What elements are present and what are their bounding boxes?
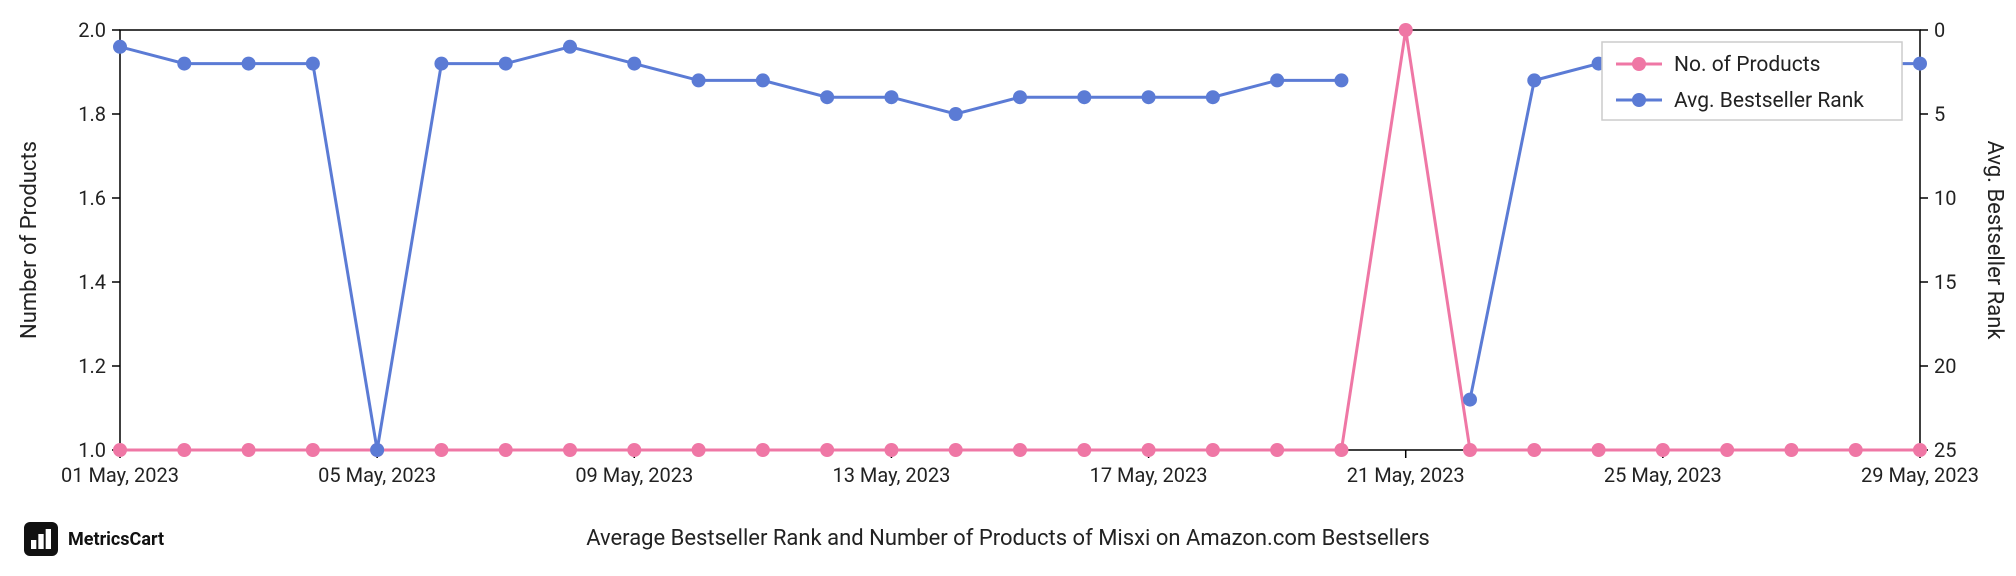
y-right-title: Avg. Bestseller Rank [1982, 141, 2007, 341]
x-tick-label: 05 May, 2023 [318, 463, 436, 487]
series-marker-products [884, 443, 898, 457]
series-marker-rank [563, 40, 577, 54]
series-marker-products [1399, 23, 1413, 37]
legend-marker [1632, 93, 1646, 107]
series-marker-rank [113, 40, 127, 54]
series-marker-products [177, 443, 191, 457]
brand-text: MetricsCart [68, 529, 164, 550]
series-marker-products [242, 443, 256, 457]
chart-svg: 01 May, 2023 05 May, 2023 09 May, 2023 13 M… [0, 0, 2016, 576]
legend: No. of Products Avg. Bestseller Rank [1602, 42, 1902, 120]
series-marker-products [820, 443, 834, 457]
series-marker-products [1849, 443, 1863, 457]
y-right-tick-label: 20 [1934, 354, 1956, 378]
x-tick-label: 13 May, 2023 [832, 463, 950, 487]
series-marker-rank [1206, 90, 1220, 104]
x-tick-label: 29 May, 2023 [1861, 463, 1979, 487]
series-marker-rank [1077, 90, 1091, 104]
series-marker-rank [499, 57, 513, 71]
y-right-tick-label: 5 [1934, 102, 1945, 126]
y-right-tick-label: 0 [1934, 18, 1945, 42]
series-marker-products [1913, 443, 1927, 457]
series-marker-rank [1463, 393, 1477, 407]
series-marker-products [1142, 443, 1156, 457]
series-marker-rank [1013, 90, 1027, 104]
y-left-title: Number of Products [17, 141, 42, 339]
series-marker-products [499, 443, 513, 457]
series-marker-rank [1913, 57, 1927, 71]
series-marker-rank [1270, 73, 1284, 87]
series-marker-products [434, 443, 448, 457]
series-marker-products [1463, 443, 1477, 457]
x-tick-label: 09 May, 2023 [575, 463, 693, 487]
series-marker-products [1206, 443, 1220, 457]
legend-marker [1632, 57, 1646, 71]
series-marker-products [1077, 443, 1091, 457]
chart-caption: Average Bestseller Rank and Number of Pr… [586, 526, 1430, 551]
y-left-tick-label: 1.0 [78, 438, 106, 462]
series-marker-rank [434, 57, 448, 71]
series-marker-rank [884, 90, 898, 104]
series-marker-rank [949, 107, 963, 121]
series-marker-products [563, 443, 577, 457]
y-right-tick-label: 25 [1934, 438, 1956, 462]
series-marker-products [1527, 443, 1541, 457]
brand-logo-bar [46, 529, 51, 549]
series-marker-products [306, 443, 320, 457]
chart-container: 01 May, 2023 05 May, 2023 09 May, 2023 13 M… [0, 0, 2016, 576]
series-marker-rank [306, 57, 320, 71]
series-marker-rank [1334, 73, 1348, 87]
series-marker-rank [756, 73, 770, 87]
legend-label: Avg. Bestseller Rank [1674, 89, 1864, 113]
x-tick-label: 17 May, 2023 [1090, 463, 1208, 487]
y-left-tick-label: 1.8 [78, 102, 106, 126]
series-marker-rank [370, 443, 384, 457]
y-left-tick-label: 2.0 [78, 18, 106, 42]
series-marker-products [692, 443, 706, 457]
y-left-tick-label: 1.2 [78, 354, 106, 378]
series-marker-products [949, 443, 963, 457]
series-marker-products [1270, 443, 1284, 457]
y-left-tick-label: 1.6 [78, 186, 106, 210]
series-marker-rank [1142, 90, 1156, 104]
y-left-tick-label: 1.4 [78, 270, 106, 294]
brand-logo-bar [38, 534, 43, 549]
y-right-tick-label: 15 [1934, 270, 1956, 294]
series-marker-rank [627, 57, 641, 71]
series-marker-products [1656, 443, 1670, 457]
series-marker-rank [820, 90, 834, 104]
x-tick-label: 25 May, 2023 [1604, 463, 1722, 487]
brand-logo-bar [31, 540, 36, 549]
x-tick-label: 01 May, 2023 [61, 463, 179, 487]
series-marker-products [1784, 443, 1798, 457]
series-marker-products [1720, 443, 1734, 457]
series-marker-products [1013, 443, 1027, 457]
series-marker-rank [177, 57, 191, 71]
x-tick-label: 21 May, 2023 [1347, 463, 1465, 487]
series-marker-products [1592, 443, 1606, 457]
series-marker-rank [242, 57, 256, 71]
series-marker-products [113, 443, 127, 457]
series-marker-rank [1527, 73, 1541, 87]
series-marker-products [627, 443, 641, 457]
series-marker-products [756, 443, 770, 457]
series-marker-rank [692, 73, 706, 87]
legend-label: No. of Products [1674, 53, 1820, 77]
series-marker-products [1334, 443, 1348, 457]
y-right-tick-label: 10 [1934, 186, 1956, 210]
